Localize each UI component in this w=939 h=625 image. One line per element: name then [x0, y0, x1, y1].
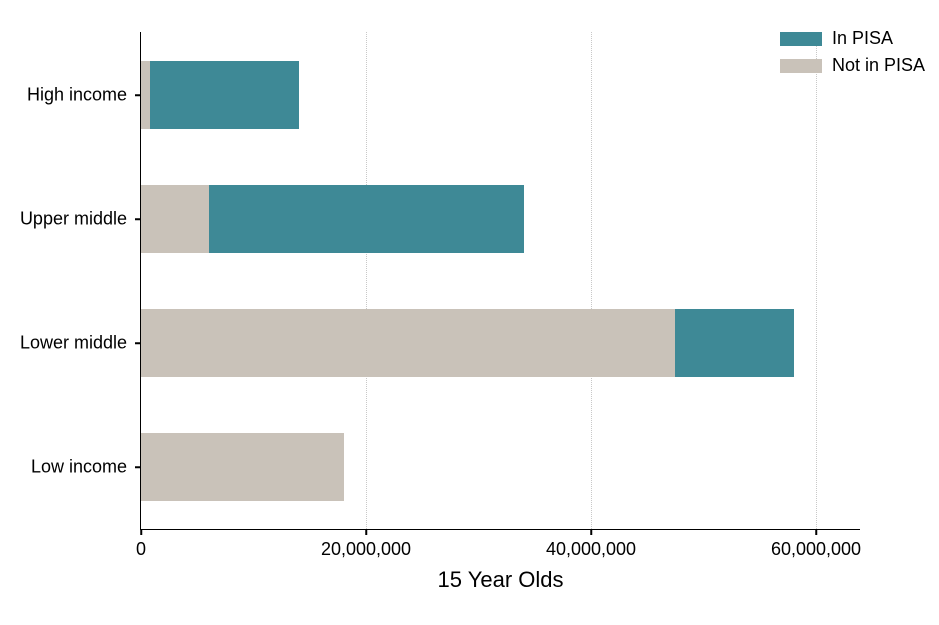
x-tick-mark [365, 529, 367, 535]
x-axis-title: 15 Year Olds [438, 567, 564, 593]
legend: In PISA Not in PISA [780, 28, 925, 82]
x-gridline [591, 32, 592, 529]
x-tick-mark [140, 529, 142, 535]
legend-label: In PISA [832, 28, 893, 49]
bar-segment [150, 61, 299, 129]
legend-item: Not in PISA [780, 55, 925, 76]
bar-segment [141, 61, 150, 129]
x-tick-label: 0 [136, 539, 146, 560]
y-tick-label: Low income [31, 457, 127, 478]
x-gridline [366, 32, 367, 529]
legend-swatch [780, 59, 822, 73]
y-tick-label: Upper middle [20, 209, 127, 230]
legend-item: In PISA [780, 28, 925, 49]
x-tick-mark [590, 529, 592, 535]
bar-segment [141, 433, 344, 501]
x-tick-label: 20,000,000 [321, 539, 411, 560]
bar-segment [209, 185, 524, 253]
bar-segment [675, 309, 793, 377]
x-tick-mark [815, 529, 817, 535]
y-tick-label: High income [27, 85, 127, 106]
legend-label: Not in PISA [832, 55, 925, 76]
plot-area: 020,000,00040,000,00060,000,00015 Year O… [140, 32, 860, 530]
x-tick-label: 40,000,000 [546, 539, 636, 560]
y-tick-label: Lower middle [20, 333, 127, 354]
chart-container: 0 20,000,000 40,000,000 60,000,000 15 Year O… [0, 0, 939, 625]
bar-segment [141, 309, 675, 377]
x-gridline [816, 32, 817, 529]
legend-swatch [780, 32, 822, 46]
bar-segment [141, 185, 209, 253]
x-tick-label: 60,000,000 [771, 539, 861, 560]
